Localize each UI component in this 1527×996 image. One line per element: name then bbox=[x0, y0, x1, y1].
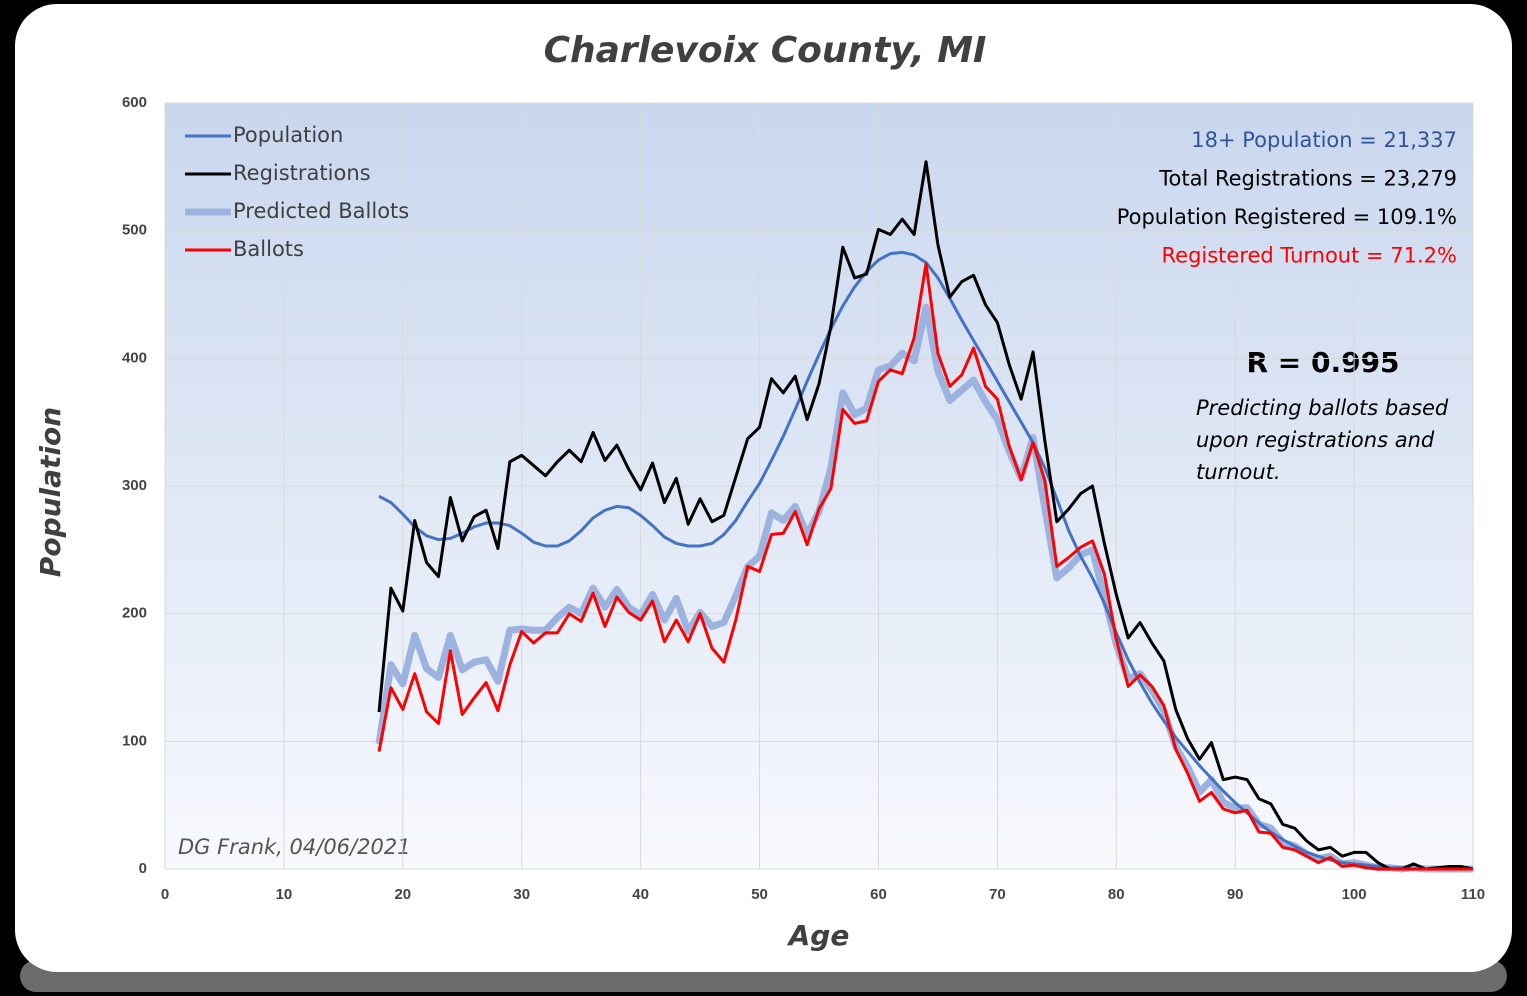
x-tick-label: 20 bbox=[394, 886, 411, 903]
x-tick-label: 80 bbox=[1108, 886, 1125, 903]
x-tick-label: 110 bbox=[1461, 886, 1485, 903]
x-tick-label: 40 bbox=[632, 886, 649, 903]
r-value: R = 0.995 bbox=[1246, 346, 1399, 379]
x-tick-label: 90 bbox=[1227, 886, 1244, 903]
annotation: Registered Turnout = 71.2% bbox=[1162, 244, 1458, 268]
x-tick-label: 0 bbox=[161, 886, 169, 903]
annotation: 18+ Population = 21,337 bbox=[1191, 128, 1457, 152]
note: turnout. bbox=[1196, 460, 1281, 484]
x-axis-label: Age bbox=[787, 919, 850, 952]
legend-label: Ballots bbox=[233, 237, 304, 261]
y-tick-label: 600 bbox=[122, 94, 147, 111]
note: upon registrations and bbox=[1196, 428, 1435, 452]
series-line bbox=[377, 160, 1474, 871]
x-tick-label: 50 bbox=[751, 886, 768, 903]
x-tick-label: 60 bbox=[870, 886, 887, 903]
y-tick-label: 300 bbox=[122, 477, 147, 494]
y-tick-label: 400 bbox=[122, 349, 147, 366]
legend-label: Registrations bbox=[233, 161, 371, 185]
legend-label: Predicted Ballots bbox=[233, 199, 409, 223]
y-axis-label: Population bbox=[34, 407, 67, 577]
x-tick-label: 70 bbox=[989, 886, 1006, 903]
annotation: Population Registered = 109.1% bbox=[1117, 205, 1457, 229]
annotation: Total Registrations = 23,279 bbox=[1158, 167, 1457, 191]
note: Predicting ballots based bbox=[1196, 396, 1449, 420]
y-tick-label: 0 bbox=[139, 860, 147, 877]
credit: DG Frank, 04/06/2021 bbox=[178, 835, 411, 859]
x-tick-label: 100 bbox=[1342, 886, 1367, 903]
chart-title: Charlevoix County, MI bbox=[544, 30, 987, 71]
y-tick-label: 200 bbox=[122, 605, 147, 622]
x-tick-label: 30 bbox=[513, 886, 530, 903]
legend-label: Population bbox=[233, 123, 343, 147]
series-line bbox=[377, 262, 1473, 871]
x-tick-label: 10 bbox=[276, 886, 293, 903]
y-tick-label: 100 bbox=[122, 732, 147, 749]
y-tick-label: 500 bbox=[122, 222, 147, 239]
